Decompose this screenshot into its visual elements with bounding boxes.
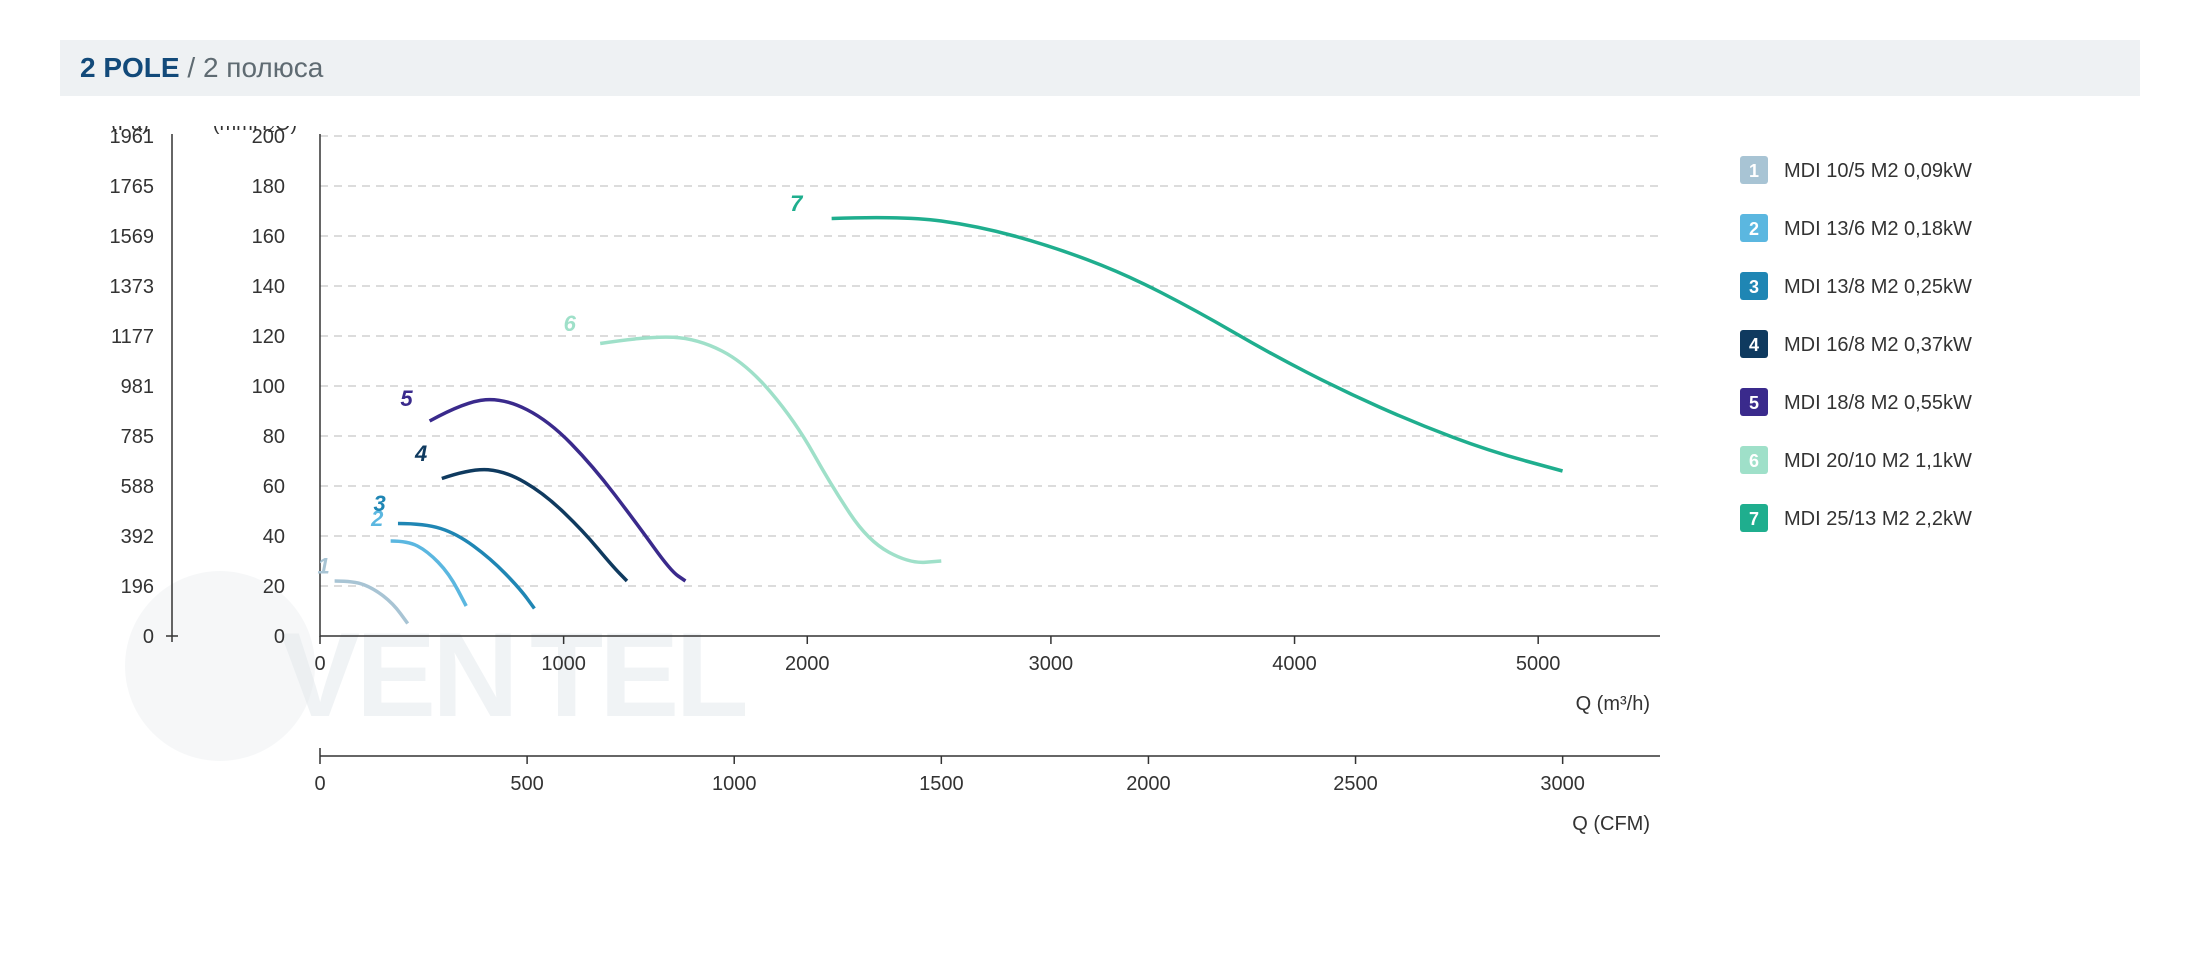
x2-tick: 2000 — [1126, 773, 1171, 795]
y1-tick: 1177 — [111, 326, 154, 348]
svg-text:TEL: TEL — [530, 608, 745, 742]
svg-text:VEN: VEN — [280, 608, 515, 742]
y1-tick: 1569 — [110, 226, 155, 248]
y1-tick: 1765 — [110, 176, 155, 198]
x1-tick: 1000 — [541, 653, 586, 675]
legend-text-5: MDI 18/8 M2 0,55kW — [1784, 392, 1972, 414]
legend-num-6: 6 — [1749, 451, 1759, 471]
x1-tick: 2000 — [785, 653, 830, 675]
x2-label: Q (CFM) — [1572, 813, 1650, 835]
y1-tick: 785 — [121, 426, 154, 448]
x2-tick: 1000 — [712, 773, 757, 795]
y2-tick: 160 — [252, 226, 285, 248]
legend-num-2: 2 — [1749, 219, 1759, 239]
x1-tick: 0 — [314, 653, 325, 675]
series-label-6: 6 — [564, 311, 577, 336]
x2-tick: 3000 — [1540, 773, 1585, 795]
y2-tick: 60 — [263, 476, 285, 498]
y2-tick: 20 — [263, 576, 285, 598]
series-label-5: 5 — [400, 386, 413, 411]
series-curve-2 — [391, 541, 467, 606]
legend-text-6: MDI 20/10 M2 1,1kW — [1784, 450, 1972, 472]
series-label-4: 4 — [414, 441, 427, 466]
x2-tick: 500 — [510, 773, 543, 795]
series-curve-5 — [430, 400, 686, 581]
y1-tick: 392 — [121, 526, 154, 548]
y1-tick: 0 — [143, 626, 154, 648]
y2-tick: 0 — [274, 626, 285, 648]
chart-title-bar: 2 POLE / 2 полюса — [60, 40, 2140, 96]
series-label-7: 7 — [790, 191, 804, 216]
x1-tick: 3000 — [1029, 653, 1074, 675]
y2-tick: 80 — [263, 426, 285, 448]
main-axis — [320, 134, 1660, 636]
title-sep: / — [180, 52, 203, 83]
x1-tick: 5000 — [1516, 653, 1561, 675]
series-curve-6 — [600, 337, 941, 562]
x1-tick: 4000 — [1272, 653, 1317, 675]
y1-tick: 1961 — [110, 126, 155, 148]
legend-text-1: MDI 10/5 M2 0,09kW — [1784, 160, 1972, 182]
y1-tick: 196 — [121, 576, 154, 598]
x2-tick: 2500 — [1333, 773, 1378, 795]
y2-tick: 100 — [252, 376, 285, 398]
x2-tick: 1500 — [919, 773, 964, 795]
y2-tick: 40 — [263, 526, 285, 548]
title-main: 2 POLE — [80, 52, 180, 83]
legend-text-4: MDI 16/8 M2 0,37kW — [1784, 334, 1972, 356]
legend-text-2: MDI 13/6 M2 0,18kW — [1784, 218, 1972, 240]
legend-num-1: 1 — [1749, 161, 1759, 181]
chart-svg: VENTELPs(Pa)0196392588785981117713731569… — [60, 126, 2140, 946]
x2-tick: 0 — [314, 773, 325, 795]
x1-label: Q (m³/h) — [1576, 693, 1650, 715]
title-sub: 2 полюса — [203, 52, 323, 83]
y2-tick: 140 — [252, 276, 285, 298]
y1-tick: 588 — [121, 476, 154, 498]
y2-tick: 120 — [252, 326, 285, 348]
legend-num-5: 5 — [1749, 393, 1759, 413]
series-label-3: 3 — [374, 491, 386, 516]
series-curve-7 — [832, 218, 1563, 471]
legend-num-3: 3 — [1749, 277, 1759, 297]
legend-num-7: 7 — [1749, 509, 1759, 529]
legend-text-3: MDI 13/8 M2 0,25kW — [1784, 276, 1972, 298]
legend-text-7: MDI 25/13 M2 2,2kW — [1784, 508, 1972, 530]
series-label-1: 1 — [317, 554, 329, 579]
chart-area: VENTELPs(Pa)0196392588785981117713731569… — [60, 126, 2140, 946]
y1-tick: 981 — [121, 376, 154, 398]
y1-tick: 1373 — [110, 276, 155, 298]
y2-tick: 200 — [252, 126, 285, 148]
series-curve-4 — [442, 470, 627, 581]
y2-tick: 180 — [252, 176, 285, 198]
legend-num-4: 4 — [1749, 335, 1759, 355]
